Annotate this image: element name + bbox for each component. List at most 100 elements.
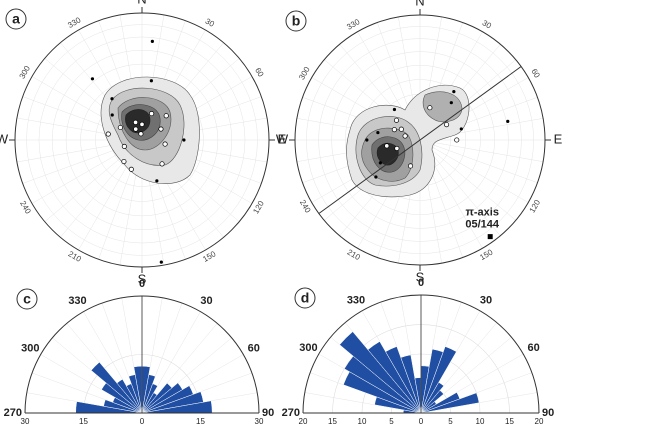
pole (117, 124, 123, 131)
r-tick-label: 10 (476, 417, 485, 426)
angle-label: 300 (21, 342, 39, 354)
pole (121, 143, 127, 149)
pole (454, 137, 460, 143)
azimuth-label: 60 (529, 67, 542, 80)
panel-badge (16, 288, 38, 310)
angle-label: 270 (4, 407, 22, 419)
panel-label: a (12, 11, 20, 27)
pole (378, 161, 382, 165)
azimuth-label: 60 (253, 66, 266, 79)
direction-label: E (278, 131, 287, 146)
petal (90, 361, 143, 414)
direction-label: N (137, 0, 146, 6)
pole (133, 119, 139, 125)
pole (391, 127, 397, 133)
r-tick-label: 5 (448, 417, 453, 426)
pole (402, 133, 408, 139)
net-ring (65, 63, 219, 217)
pole (444, 122, 450, 128)
net-ring (26, 24, 258, 256)
pole (150, 39, 154, 44)
panel-label: d (301, 290, 310, 306)
pole (159, 260, 163, 264)
azimuth-label: 330 (66, 15, 83, 30)
angle-label: 330 (347, 294, 365, 306)
direction-label: N (415, 0, 424, 8)
pole (110, 97, 114, 101)
azimuth-label: 300 (297, 65, 312, 82)
pole (392, 107, 397, 112)
pole (139, 121, 145, 127)
contours-a (100, 76, 200, 185)
petal (385, 346, 422, 414)
petal (400, 354, 422, 414)
pole (427, 105, 433, 111)
angle-label: 60 (248, 342, 260, 354)
contour (422, 91, 463, 123)
net-ring (51, 49, 233, 231)
pi-axis-label: π-axis (465, 207, 499, 219)
angle-label: 300 (299, 342, 317, 354)
r-tick-label: 30 (255, 417, 264, 426)
panel-badge (5, 8, 27, 30)
angle-label: 60 (527, 342, 539, 354)
direction-label: S (138, 271, 147, 286)
pole (398, 126, 404, 132)
pole (506, 119, 510, 123)
azimuth-label: 30 (481, 18, 494, 31)
r-tick-label: 20 (535, 417, 544, 426)
direction-label: W (0, 131, 9, 146)
azimuth-label: 300 (18, 64, 33, 81)
net-ring (38, 36, 246, 244)
petal (420, 382, 445, 414)
r-tick-label: 0 (419, 417, 424, 426)
petal (367, 341, 422, 414)
pole (121, 158, 127, 165)
pole (162, 141, 168, 147)
r-tick-label: 5 (389, 417, 394, 426)
panel-badge (285, 10, 307, 32)
petal (420, 390, 444, 414)
net-ring (318, 38, 522, 242)
pole (149, 79, 153, 83)
pole (159, 161, 165, 167)
petal (116, 378, 143, 414)
pole (133, 126, 139, 132)
pole (449, 101, 453, 105)
r-tick-label: 15 (196, 417, 205, 426)
net-ring (345, 65, 495, 215)
net-ring (331, 51, 509, 229)
pole (105, 131, 111, 137)
r-tick-label: 30 (21, 417, 30, 426)
angle-label: 90 (542, 407, 554, 419)
pole (149, 111, 155, 117)
net-ring (306, 26, 534, 254)
pole (393, 117, 400, 123)
pole (374, 175, 378, 179)
pole (384, 143, 390, 149)
angle-label: 330 (68, 295, 86, 307)
angle-label: 30 (480, 294, 492, 306)
azimuth-label: 30 (204, 17, 217, 30)
petal (420, 392, 480, 414)
pole (90, 77, 95, 81)
pole (459, 127, 463, 131)
r-tick-label: 15 (328, 417, 337, 426)
pole (128, 166, 134, 172)
angle-label: 90 (262, 407, 274, 419)
pole (155, 179, 159, 183)
direction-label: E (554, 131, 563, 146)
petal (339, 331, 422, 414)
azimuth-label: 330 (345, 17, 362, 32)
panel-label: c (23, 291, 31, 307)
petal (141, 383, 158, 414)
pole (163, 113, 169, 119)
angle-label: 30 (200, 295, 212, 307)
pole (376, 130, 380, 135)
direction-label: W (276, 131, 289, 146)
angle-label: 270 (282, 407, 300, 419)
great-circle (318, 66, 522, 214)
r-tick-label: 10 (358, 417, 367, 426)
pole (407, 163, 414, 169)
pole (394, 145, 400, 151)
